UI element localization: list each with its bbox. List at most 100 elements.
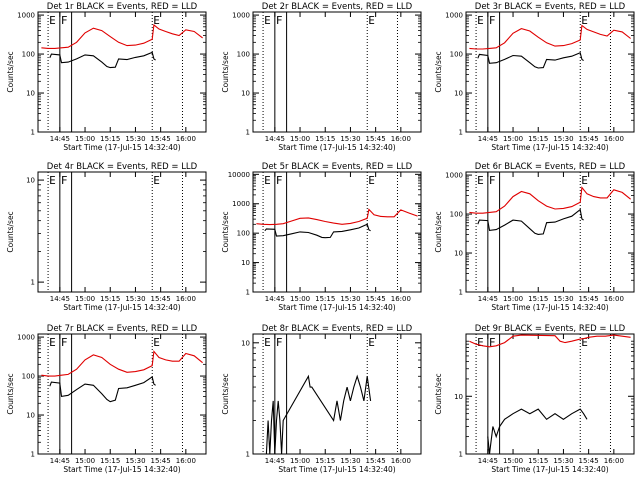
event-marker-label: F xyxy=(61,336,68,349)
y-tick-label: 10 xyxy=(454,250,463,258)
event-marker-label: F xyxy=(489,336,496,349)
detector-panel-1: Det 1r BLACK = Events, RED = LLD 1 10 100 10… xyxy=(6,2,207,152)
plot-frame xyxy=(465,171,635,293)
event-marker-label: F xyxy=(489,174,496,187)
y-tick-label: 1000 xyxy=(17,334,35,342)
x-tick-label: 15:00 xyxy=(290,135,310,143)
x-tick-label: 15:30 xyxy=(553,457,573,465)
y-tick-label: 1000 xyxy=(445,12,463,20)
x-tick-label: 15:45 xyxy=(151,295,171,303)
x-tick-label: 15:30 xyxy=(553,295,573,303)
x-axis-label: Start Time (17-Jul-15 14:32:40) xyxy=(63,303,180,312)
x-tick-label: 15:15 xyxy=(315,295,335,303)
panel-title: Det 5r BLACK = Events, RED = LLD xyxy=(262,162,413,172)
x-tick-label: 15:00 xyxy=(75,295,95,303)
x-tick-label: 15:45 xyxy=(151,457,171,465)
y-tick-label: 100 xyxy=(237,230,250,238)
x-tick-label: 14:45 xyxy=(265,135,285,143)
x-tick-label: 15:30 xyxy=(553,135,573,143)
x-tick-label: 15:15 xyxy=(528,457,548,465)
y-tick-label: 1 xyxy=(459,451,463,459)
x-axis-label: Start Time (17-Jul-15 14:32:40) xyxy=(63,465,180,474)
detector-panel-4: Det 4r BLACK = Events, RED = LLD 1 10 14:45… xyxy=(6,162,207,312)
x-tick-label: 14:45 xyxy=(265,295,285,303)
y-axis-label: Counts/sec xyxy=(221,211,230,252)
event-marker-label: F xyxy=(489,14,496,27)
y-tick-label: 1 xyxy=(31,279,35,287)
x-tick-label: 15:00 xyxy=(75,457,95,465)
event-marker-label: E xyxy=(153,336,160,349)
y-tick-label: 1 xyxy=(246,289,250,297)
x-tick-label: 14:45 xyxy=(478,135,498,143)
x-tick-label: 15:15 xyxy=(100,135,120,143)
plot-frame xyxy=(465,11,635,133)
x-tick-label: 15:45 xyxy=(366,457,386,465)
x-tick-label: 16:00 xyxy=(176,295,196,303)
y-tick-label: 10 xyxy=(26,177,35,185)
x-axis-label: Start Time (17-Jul-15 14:32:40) xyxy=(63,143,180,152)
y-tick-label: 1000 xyxy=(17,12,35,20)
plot-frame xyxy=(465,333,635,455)
x-tick-label: 16:00 xyxy=(604,135,624,143)
series-line xyxy=(477,208,584,235)
event-marker-label: E xyxy=(477,336,484,349)
detector-panel-8: Det 8r BLACK = Events, RED = LLD 1 10 14:45… xyxy=(221,324,422,474)
panel-title: Det 3r BLACK = Events, RED = LLD xyxy=(475,2,626,12)
y-tick-label: 100 xyxy=(22,51,35,59)
y-axis-label: Counts/sec xyxy=(6,373,15,414)
panel-title: Det 7r BLACK = Events, RED = LLD xyxy=(47,324,198,334)
y-tick-label: 10 xyxy=(26,412,35,420)
plot-frame xyxy=(252,11,422,133)
series-line xyxy=(469,24,631,50)
event-marker-label: E xyxy=(153,14,160,27)
x-tick-label: 15:45 xyxy=(151,135,171,143)
x-tick-label: 16:00 xyxy=(391,457,411,465)
event-marker-label: E xyxy=(264,14,271,27)
x-tick-label: 15:00 xyxy=(503,457,523,465)
y-axis-label: Counts/sec xyxy=(6,51,15,92)
y-tick-label: 1000 xyxy=(445,172,463,180)
event-marker-label: E xyxy=(368,336,375,349)
y-axis-label: Counts/sec xyxy=(221,373,230,414)
x-tick-label: 16:00 xyxy=(604,295,624,303)
x-tick-label: 15:45 xyxy=(579,135,599,143)
x-tick-label: 15:00 xyxy=(75,135,95,143)
x-tick-label: 15:15 xyxy=(528,135,548,143)
detector-panel-7: Det 7r BLACK = Events, RED = LLD 1 10 100 10… xyxy=(6,324,207,474)
x-tick-label: 15:15 xyxy=(315,135,335,143)
y-tick-label: 100 xyxy=(450,211,463,219)
x-tick-label: 16:00 xyxy=(176,457,196,465)
event-marker-label: E xyxy=(264,174,271,187)
panel-title: Det 2r BLACK = Events, RED = LLD xyxy=(262,2,413,12)
event-marker-label: E xyxy=(49,14,56,27)
x-tick-label: 15:00 xyxy=(503,135,523,143)
plot-frame xyxy=(252,333,422,455)
event-marker-label: E xyxy=(581,336,588,349)
event-marker-label: E xyxy=(477,14,484,27)
y-tick-label: 1 xyxy=(459,129,463,137)
x-tick-label: 15:45 xyxy=(579,295,599,303)
y-tick-label: 10 xyxy=(241,259,250,267)
x-tick-label: 15:15 xyxy=(100,457,120,465)
x-tick-label: 16:00 xyxy=(176,135,196,143)
y-axis-label: Counts/sec xyxy=(6,211,15,252)
x-tick-label: 16:00 xyxy=(604,457,624,465)
x-axis-label: Start Time (17-Jul-15 14:32:40) xyxy=(278,303,395,312)
y-tick-label: 10 xyxy=(241,339,250,347)
x-tick-label: 15:30 xyxy=(340,457,360,465)
series-line xyxy=(469,186,631,214)
y-tick-label: 1 xyxy=(246,451,250,459)
x-tick-label: 15:30 xyxy=(125,135,145,143)
x-tick-label: 15:30 xyxy=(340,295,360,303)
x-tick-label: 15:30 xyxy=(125,295,145,303)
x-tick-label: 15:15 xyxy=(528,295,548,303)
series-line xyxy=(265,374,372,455)
event-marker-label: F xyxy=(276,336,283,349)
y-tick-label: 10000 xyxy=(228,171,250,179)
plot-frame xyxy=(37,11,207,133)
y-tick-label: 1 xyxy=(246,129,250,137)
y-axis-label: Counts/sec xyxy=(434,211,443,252)
x-tick-label: 15:30 xyxy=(125,457,145,465)
x-tick-label: 16:00 xyxy=(391,135,411,143)
